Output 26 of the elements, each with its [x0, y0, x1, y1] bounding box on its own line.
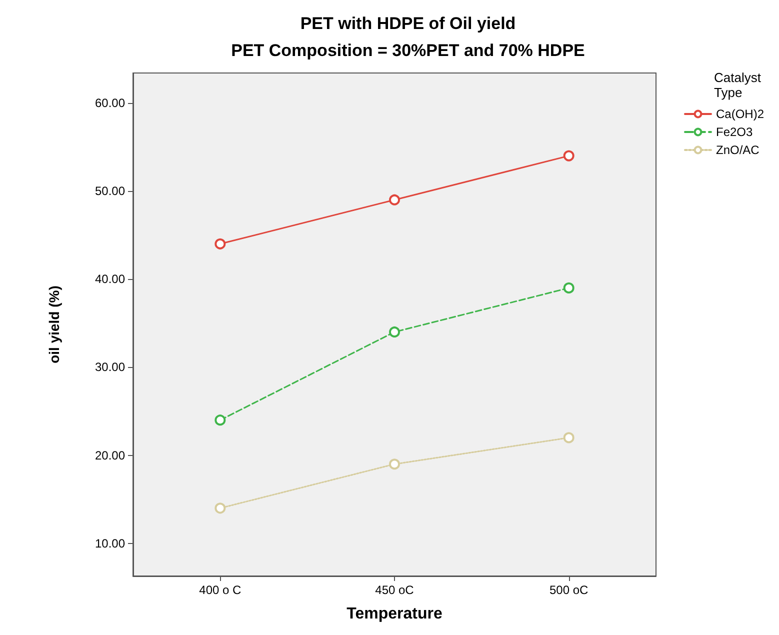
legend-label: Ca(OH)2	[716, 107, 764, 121]
chart-subtitle: PET Composition = 30%PET and 70% HDPE	[231, 41, 585, 60]
point	[389, 458, 400, 470]
chart-title: PET with HDPE of Oil yield	[300, 14, 516, 33]
point	[214, 238, 226, 250]
point	[214, 502, 226, 514]
point	[389, 326, 400, 338]
y-tick-label: 20.00	[94, 448, 126, 462]
legend-title: Catalyst Type	[714, 70, 762, 100]
point	[389, 194, 400, 206]
x-tick-label: 450 oC	[375, 583, 414, 597]
point	[563, 150, 574, 162]
y-tick-label: 40.00	[94, 272, 126, 286]
x-tick-label: 400 o C	[199, 583, 242, 597]
legend-label: Fe2O3	[716, 125, 754, 139]
y-tick-label: 30.00	[94, 360, 126, 374]
y-tick-label: 50.00	[94, 184, 126, 198]
y-axis-title: oil yield (%)	[46, 286, 62, 364]
point	[563, 432, 574, 444]
x-axis-title: Temperature	[346, 606, 442, 622]
point	[563, 282, 574, 294]
y-tick-label: 60.00	[94, 96, 126, 110]
y-tick-label: 10.00	[94, 536, 126, 550]
point	[214, 414, 226, 426]
x-tick-label: 500 oC	[549, 583, 589, 597]
legend-label: ZnO/AC	[716, 143, 760, 157]
